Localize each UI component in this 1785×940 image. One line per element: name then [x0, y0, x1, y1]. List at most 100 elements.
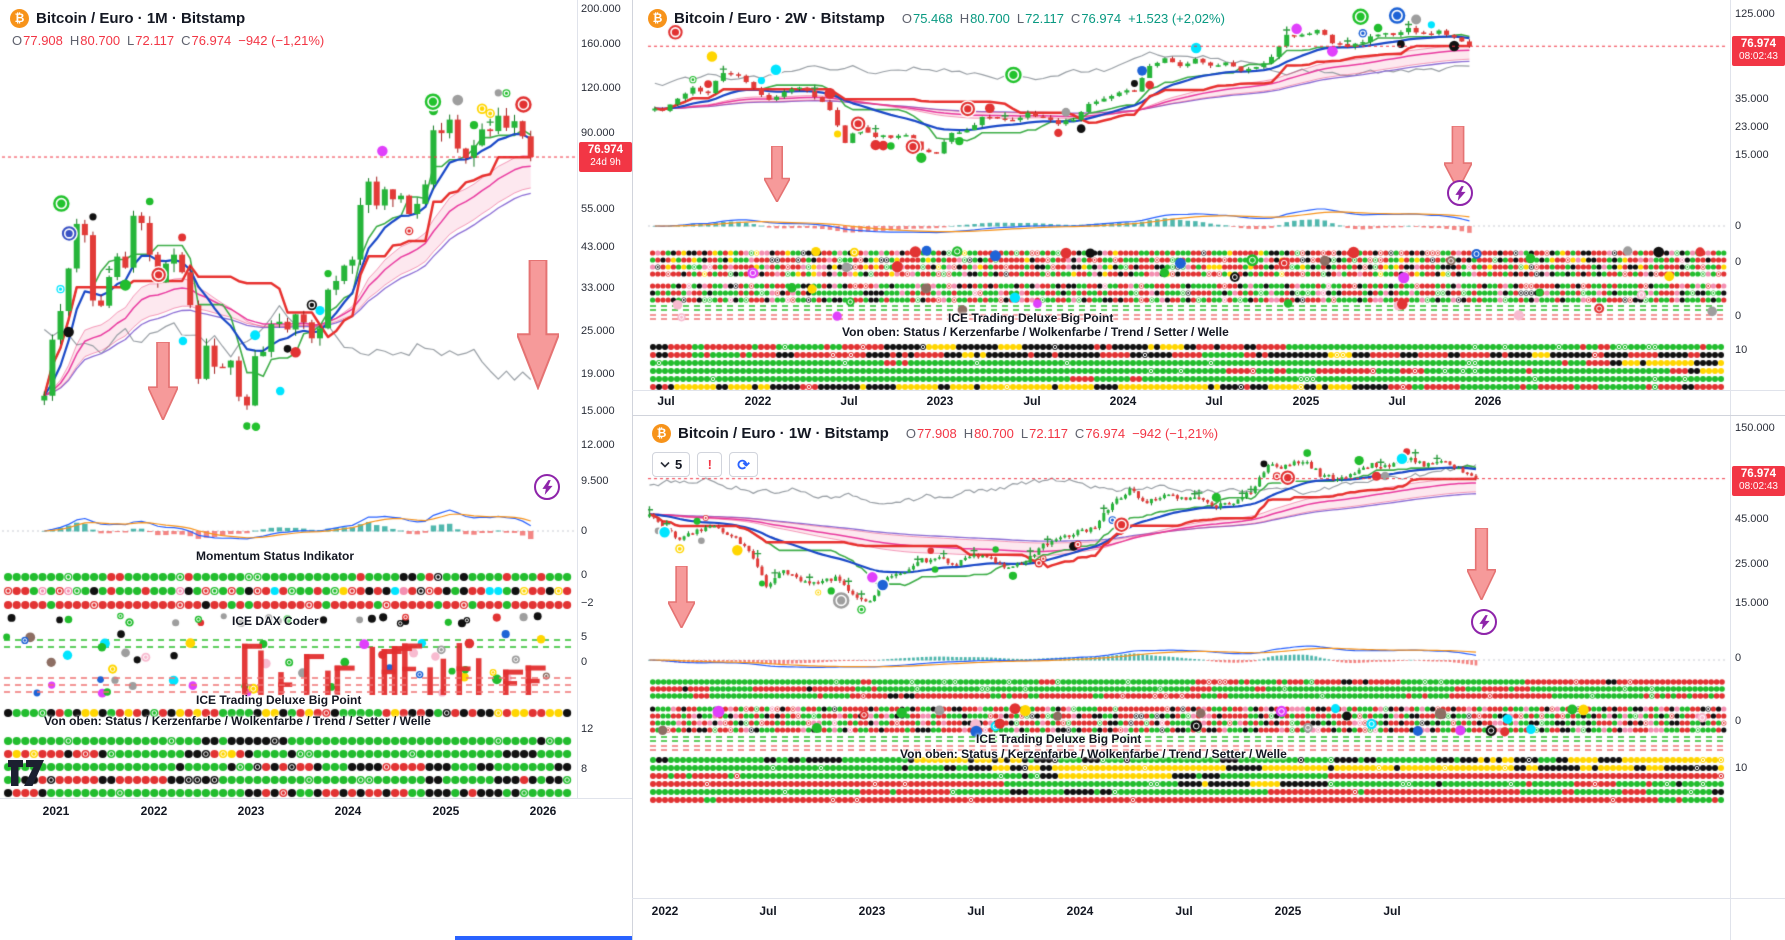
price-tick: 33.000	[581, 282, 615, 294]
time-tick: 2023	[237, 804, 265, 818]
close-label: C	[181, 33, 191, 48]
open-value: 77.908	[916, 426, 957, 441]
left-time-axis-separator	[0, 798, 632, 799]
time-tick: 2025	[432, 804, 460, 818]
refresh-button[interactable]: ⟳	[729, 452, 758, 477]
time-tick: 2024	[1109, 394, 1137, 408]
price-tick: 35.000	[1735, 93, 1769, 105]
symbol-title-2w[interactable]: Bitcoin / Euro · 2W · Bitstamp	[674, 10, 885, 27]
refresh-icon: ⟳	[737, 456, 750, 474]
lightning-icon[interactable]	[534, 474, 560, 500]
indicator-tick: 0	[1735, 256, 1742, 268]
interval-value: 5	[675, 457, 683, 472]
low-value: 72.117	[135, 33, 175, 48]
close-value: 76.974	[1081, 11, 1122, 26]
down-arrow-annotation[interactable]	[148, 342, 178, 420]
time-tick: Jul	[1023, 394, 1041, 408]
high-label: H	[959, 11, 970, 26]
time-tick: Jul	[967, 904, 985, 918]
time-tick: 2026	[1474, 394, 1502, 408]
symbol-title-1w[interactable]: Bitcoin / Euro · 1W · Bitstamp	[678, 425, 889, 442]
lightning-icon[interactable]	[1471, 609, 1497, 635]
horizontal-panel-divider[interactable]	[632, 415, 1785, 416]
change-value: −942 (−1,21%)	[1132, 426, 1219, 441]
time-tick: Jul	[1383, 904, 1401, 918]
current-price-tag-1w: 76.974 08:02:43	[1732, 466, 1785, 496]
price-tick: 150.000	[1735, 422, 1775, 434]
lightning-icon[interactable]	[1447, 180, 1473, 206]
low-label: L	[1016, 11, 1025, 26]
br-time-axis-separator	[632, 898, 1785, 899]
interval-dropdown[interactable]: 5	[652, 452, 691, 477]
down-arrow-annotation[interactable]	[1467, 528, 1496, 600]
indicator-tick: 0	[581, 569, 588, 581]
high-value: 80.700	[970, 11, 1010, 26]
low-label: L	[127, 33, 135, 48]
indicator-tick: 10	[1735, 344, 1748, 356]
vertical-panel-divider[interactable]	[632, 0, 633, 940]
countdown-value: 08:02:43	[1739, 51, 1778, 62]
close-value: 76.974	[191, 33, 232, 48]
ohlc-row-1w: O 77.908 H 80.700 L 72.117 C 76.974 −942 (−1…	[906, 426, 1218, 441]
price-tick: 125.000	[1735, 8, 1775, 20]
time-tick: Jul	[657, 394, 675, 408]
current-price-tag-1m: 76.974 24d 9h	[579, 142, 632, 172]
countdown-value: 08:02:43	[1739, 481, 1778, 492]
change-value: +1.523 (+2,02%)	[1128, 11, 1225, 26]
indicator-legend-1m: Von oben: Status / Kerzenfarbe / Wolkenf…	[44, 714, 431, 728]
time-tick: 2023	[858, 904, 886, 918]
indicator-tick: 12	[581, 723, 594, 735]
time-tick: 2022	[140, 804, 168, 818]
indicator-label-bigpoint-2w[interactable]: ICE Trading Deluxe Big Point	[948, 311, 1114, 325]
bitcoin-icon: ₿	[648, 9, 667, 28]
indicator-tick: 8	[581, 763, 588, 775]
symbol-title-1m[interactable]: Bitcoin / Euro · 1M · Bitstamp	[36, 10, 246, 27]
indicator-label-momentum[interactable]: Momentum Status Indikator	[196, 549, 355, 563]
time-tick: Jul	[1205, 394, 1223, 408]
warning-button[interactable]: !	[697, 452, 723, 477]
tradingview-logo	[8, 760, 44, 786]
down-arrow-annotation[interactable]	[764, 146, 790, 202]
time-tick: 2024	[334, 804, 362, 818]
time-tick: 2022	[744, 394, 772, 408]
price-value: 76.974	[1740, 468, 1777, 480]
close-label: C	[1070, 11, 1081, 26]
right-axis-separator	[1730, 0, 1731, 940]
price-tick: 23.000	[1735, 121, 1769, 133]
time-tick: Jul	[759, 904, 777, 918]
indicator-label-dax-coder[interactable]: ICE DAX Coder	[232, 614, 319, 628]
price-tick: 90.000	[581, 127, 615, 139]
bitcoin-icon: ₿	[652, 424, 671, 443]
price-tick: 9.500	[581, 475, 609, 487]
high-value: 80.700	[80, 33, 121, 48]
indicator-legend-1w: Von oben: Status / Kerzenfarbe / Wolkenf…	[900, 747, 1287, 761]
chart-toolbar-1w: 5 ! ⟳	[652, 452, 758, 477]
indicator-tick: −2	[581, 597, 594, 609]
indicator-tick: 0	[1735, 652, 1742, 664]
current-price-tag-2w: 76.974 08:02:43	[1732, 36, 1785, 66]
price-tick: 55.000	[581, 203, 615, 215]
chart-header-1m: ₿ Bitcoin / Euro · 1M · Bitstamp	[10, 9, 245, 28]
indicator-label-bigpoint-1w[interactable]: ICE Trading Deluxe Big Point	[976, 732, 1142, 746]
open-label: O	[905, 426, 916, 441]
indicator-legend-2w: Von oben: Status / Kerzenfarbe / Wolkenf…	[842, 325, 1229, 339]
down-arrow-annotation[interactable]	[668, 566, 695, 628]
time-tick: Jul	[840, 394, 858, 408]
warning-icon: !	[707, 457, 712, 472]
ohlc-row-1m: O 77.908 H 80.700 L 72.117 C 76.974 −942 (−1…	[12, 33, 324, 48]
change-value: −942 (−1,21%)	[238, 33, 325, 48]
high-label: H	[963, 426, 974, 441]
indicator-tick: 10	[1735, 762, 1748, 774]
indicator-label-bigpoint-1m[interactable]: ICE Trading Deluxe Big Point	[196, 693, 362, 707]
time-tick: 2023	[926, 394, 954, 408]
down-arrow-annotation[interactable]	[1444, 126, 1472, 190]
price-tick: 45.000	[1735, 513, 1769, 525]
price-tick: 19.000	[581, 368, 615, 380]
indicator-tick: 5	[581, 631, 588, 643]
price-tick: 200.000	[581, 3, 621, 15]
down-arrow-annotation[interactable]	[517, 260, 559, 390]
ohlc-row-2w: O 75.468 H 80.700 L 72.117 C 76.974 +1.523 (…	[902, 11, 1225, 26]
indicator-tick: 0	[1735, 310, 1742, 322]
